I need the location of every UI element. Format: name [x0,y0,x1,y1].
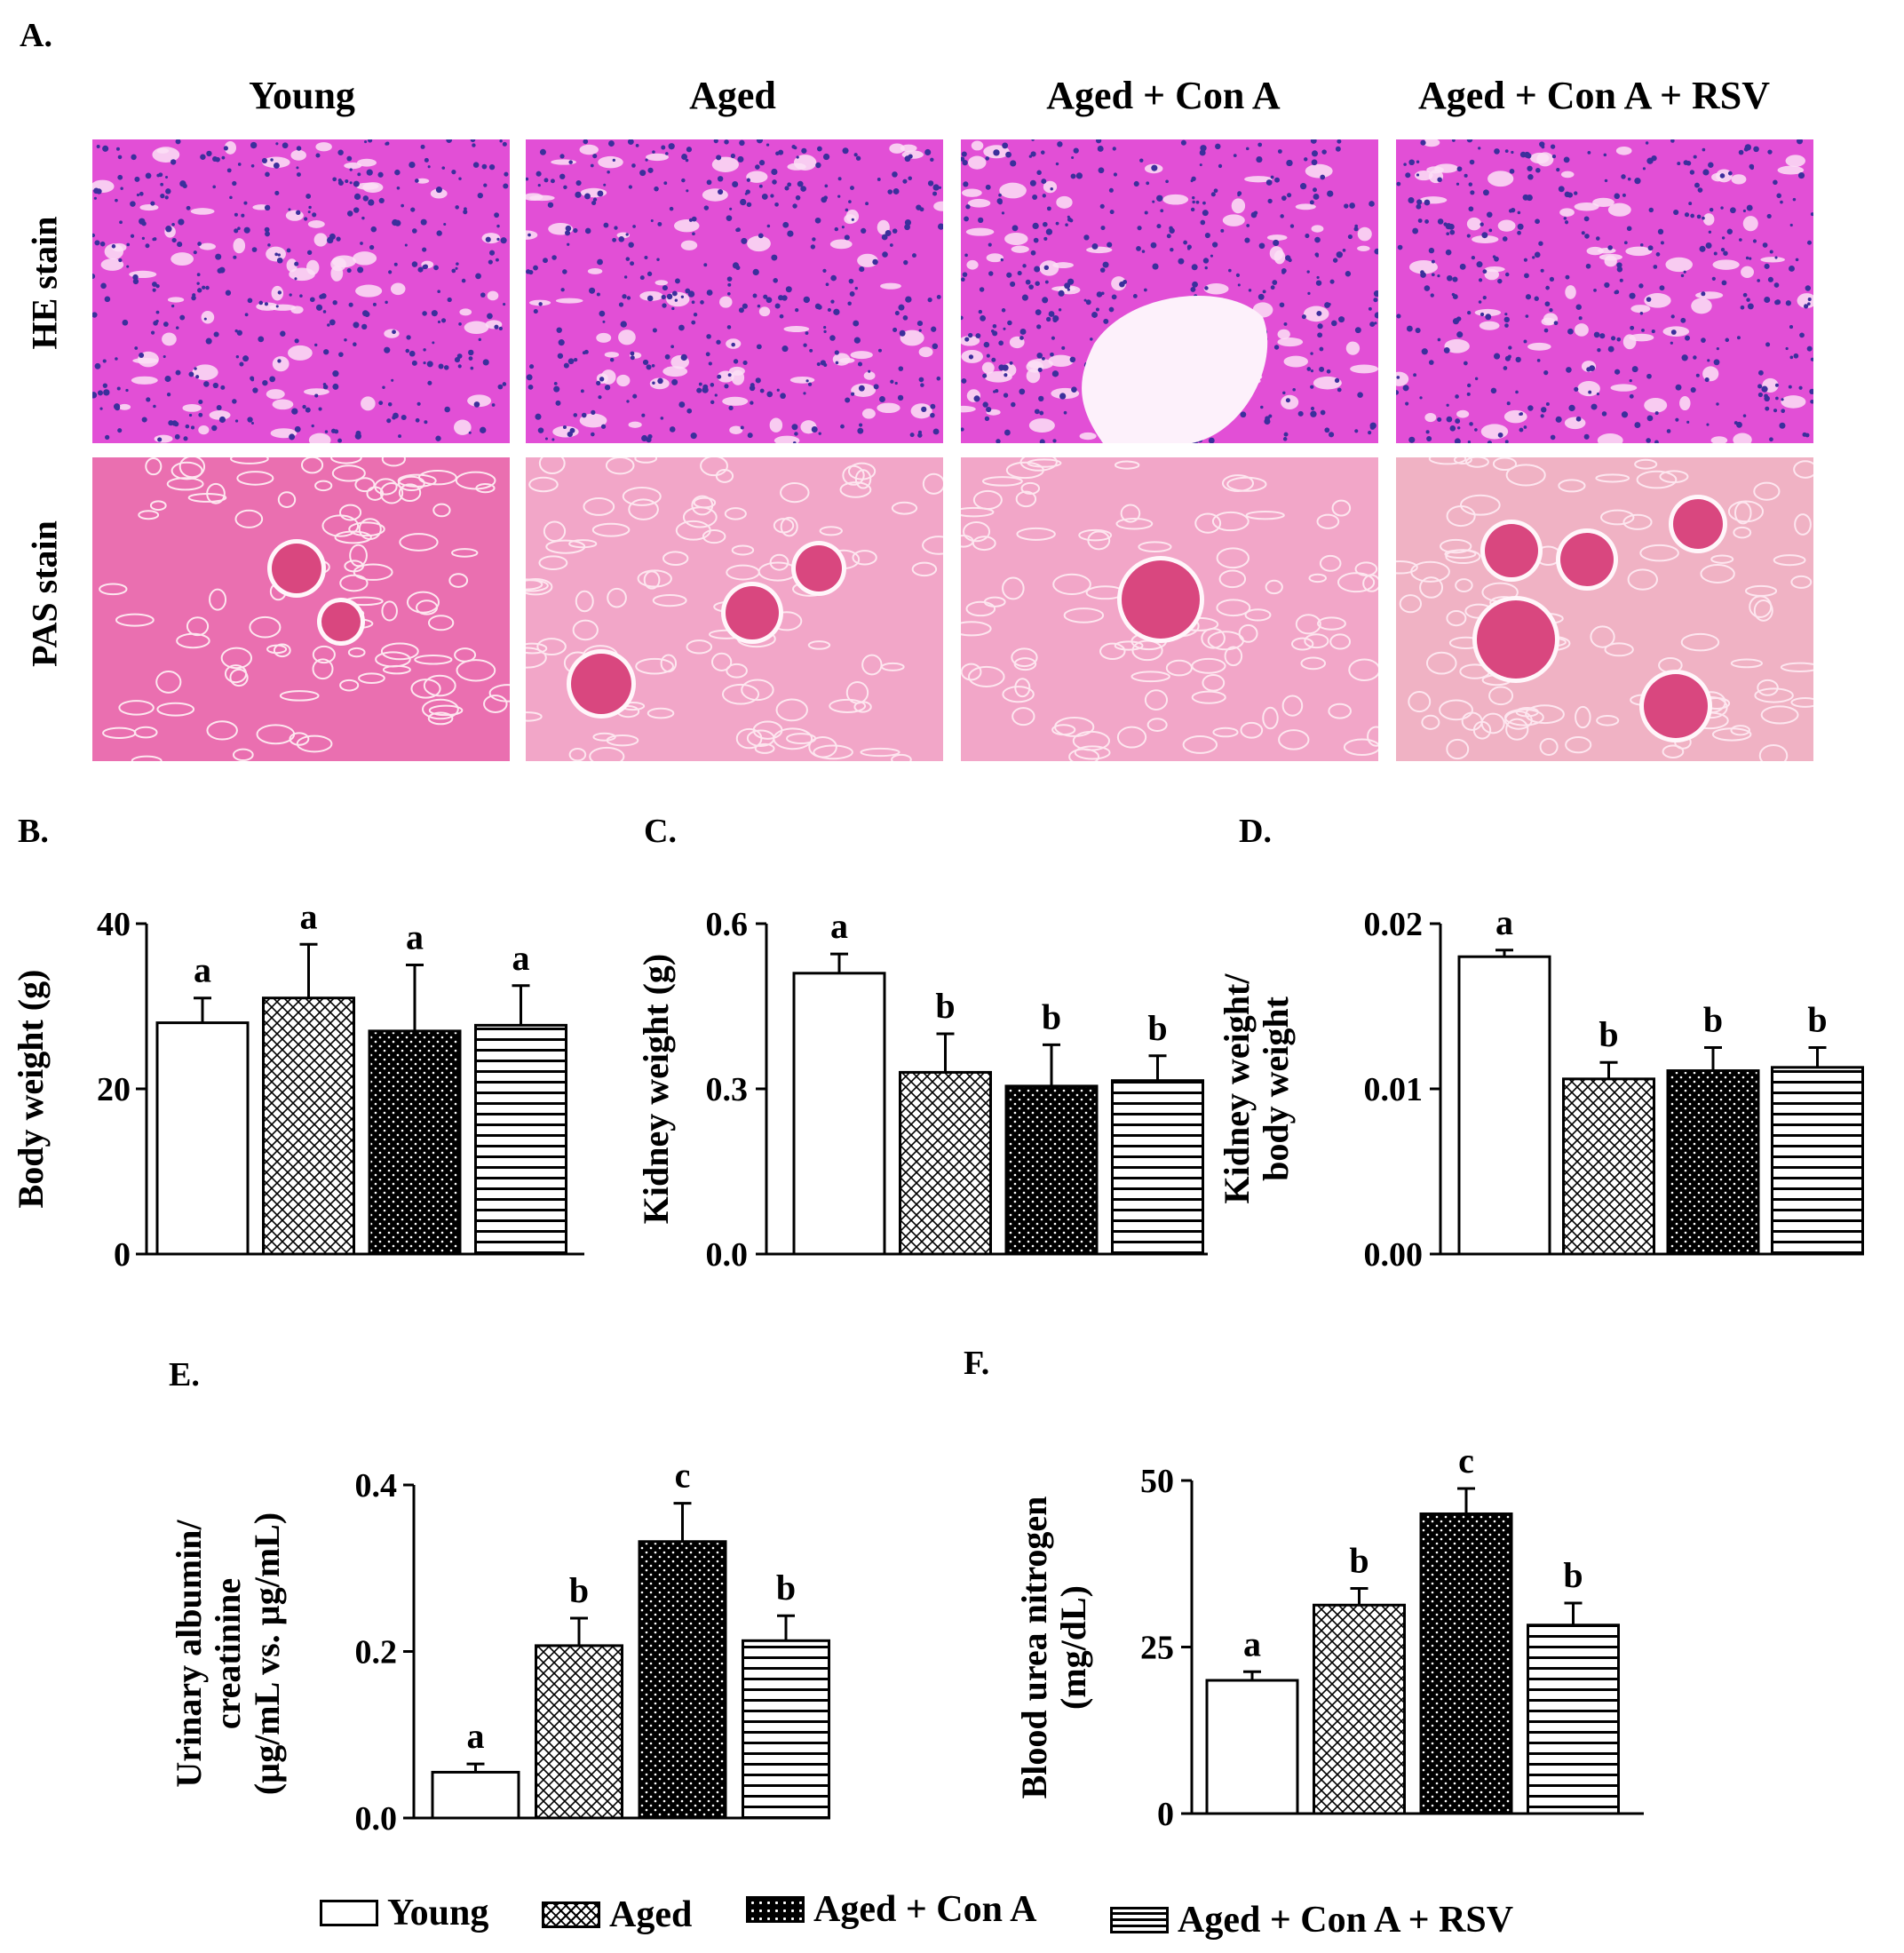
chart-f-y-tick-label: 0 [1157,1796,1174,1833]
chart-c-y-tick-label: 0.6 [706,906,749,943]
chart-e-y-tick-label: 0.4 [355,1467,398,1504]
chart-d-significance-letter: a [1495,902,1513,942]
chart-c-y-axis-label: Kidney weight (g) [636,954,676,1224]
chart-f-bar [1313,1603,1406,1815]
chart-b-y-tick-label: 20 [97,1071,131,1108]
chart-e-bar [638,1540,727,1820]
legend-swatch-dotted [746,1896,805,1923]
chart-e-significance-letter: b [776,1568,796,1608]
chart-e-bar [742,1639,830,1820]
chart-f-y-tick-label: 25 [1140,1630,1174,1667]
chart-b-y-axis-label: Body weight (g) [11,970,51,1209]
chart-d-bar [1457,955,1551,1256]
chart-b-significance-letter: a [406,917,424,957]
chart-b-y-tick-label: 40 [97,906,131,943]
chart-f-y-axis-label: (mg/dL) [1053,1585,1093,1710]
micrograph-he-aged-cona-rsv [1396,139,1813,443]
legend-label: Aged [609,1894,693,1935]
chart-d-y-axis-label: body weight [1256,996,1296,1180]
chart-e-y-axis-label: creatinine [208,1578,248,1729]
chart-c-significance-letter: b [1147,1008,1167,1048]
micrograph-pas-aged [526,457,943,761]
chart-c-bar [1111,1079,1204,1256]
chart-f-bar [1419,1512,1513,1815]
micrograph-he-young [92,139,510,443]
legend-swatch-crosshatch [542,1901,600,1928]
legend-label: Aged + Con A + RSV [1178,1900,1514,1941]
chart-d-bar [1562,1077,1655,1256]
chart-d-y-tick-label: 0.02 [1364,906,1424,943]
chart-b-bar [474,1023,567,1256]
micrograph-pas-aged-cona [961,457,1378,761]
chart-e-significance-letter: b [569,1570,589,1610]
chart-c-significance-letter: b [935,986,955,1026]
micrograph-he-aged [526,139,943,443]
chart-c-bar [792,972,886,1256]
chart-c-bar [899,1070,992,1256]
chart-e-significance-letter: a [467,1716,485,1756]
legend-item-young: Young [320,1892,488,1934]
chart-e-y-tick-label: 0.0 [355,1800,398,1838]
chart-b-significance-letter: a [300,896,318,936]
chart-f-panel-letter: F. [964,1345,989,1382]
chart-c-significance-letter: a [830,906,848,946]
chart-f-significance-letter: a [1243,1624,1261,1663]
chart-c-significance-letter: b [1042,996,1061,1036]
chart-d-significance-letter: b [1807,1000,1827,1040]
column-header-aged-cona-rsv: Aged + Con A + RSV [1417,74,1771,117]
chart-b-y-tick-label: 0 [114,1236,131,1274]
legend-item-aged-cona: Aged + Con A [746,1888,1036,1931]
chart-e-y-axis-label: Urinary albumin/ [169,1520,209,1788]
chart-d-y-tick-label: 0.01 [1364,1071,1424,1108]
micrograph-pas-young [92,457,510,761]
chart-f-significance-letter: b [1563,1555,1583,1595]
chart-d-panel-letter: D. [1239,813,1272,850]
column-header-aged: Aged [689,74,776,117]
chart-b-bar [155,1021,250,1256]
chart-b-bar [368,1029,462,1256]
chart-d-y-tick-label: 0.00 [1364,1236,1424,1274]
chart-e-significance-letter: c [675,1456,691,1496]
chart-c-panel-letter: C. [644,813,677,850]
chart-e-panel-letter: E. [169,1356,200,1393]
legend: Young Aged Aged + Con A Aged + Con A + R… [320,1889,1599,1945]
chart-d-y-axis-label: Kidney weight/ [1217,973,1257,1204]
legend-swatch-horizontal-lines [1110,1907,1169,1933]
chart-d-significance-letter: b [1599,1014,1618,1054]
panel-a-label: A. [20,17,52,54]
legend-label: Young [387,1893,489,1933]
chart-b-significance-letter: a [512,938,530,978]
chart-f-y-tick-label: 50 [1140,1463,1174,1500]
chart-b-bar [262,996,355,1256]
micrograph-pas-aged-cona-rsv [1396,457,1813,761]
chart-f-significance-letter: b [1349,1541,1368,1581]
legend-item-aged-cona-rsv: Aged + Con A + RSV [1110,1899,1513,1941]
column-header-aged-cona: Aged + Con A [1046,74,1281,117]
chart-c-y-tick-label: 0.0 [706,1236,749,1274]
chart-f-bar [1205,1679,1299,1815]
chart-b-significance-letter: a [194,950,211,990]
micrograph-he-aged-cona [961,139,1378,443]
column-header-young: Young [249,74,355,117]
chart-e-bar [535,1644,623,1820]
legend-swatch-open [320,1900,378,1926]
legend-item-aged: Aged [542,1893,692,1936]
chart-f-significance-letter: c [1458,1441,1474,1481]
chart-b-panel-letter: B. [18,813,49,850]
chart-d-bar [1666,1069,1760,1256]
chart-c-y-tick-label: 0.3 [706,1071,749,1108]
chart-c-bar [1004,1084,1099,1256]
chart-e-bar [431,1770,520,1820]
chart-d-bar [1771,1066,1864,1256]
chart-f-bar [1527,1624,1620,1815]
legend-label: Aged + Con A [813,1889,1037,1930]
chart-e-y-axis-label: (µg/mL vs. µg/mL) [247,1512,287,1795]
chart-d-significance-letter: b [1703,1000,1723,1040]
chart-e-y-tick-label: 0.2 [355,1634,398,1671]
chart-f-y-axis-label: Blood urea nitrogen [1014,1497,1054,1799]
